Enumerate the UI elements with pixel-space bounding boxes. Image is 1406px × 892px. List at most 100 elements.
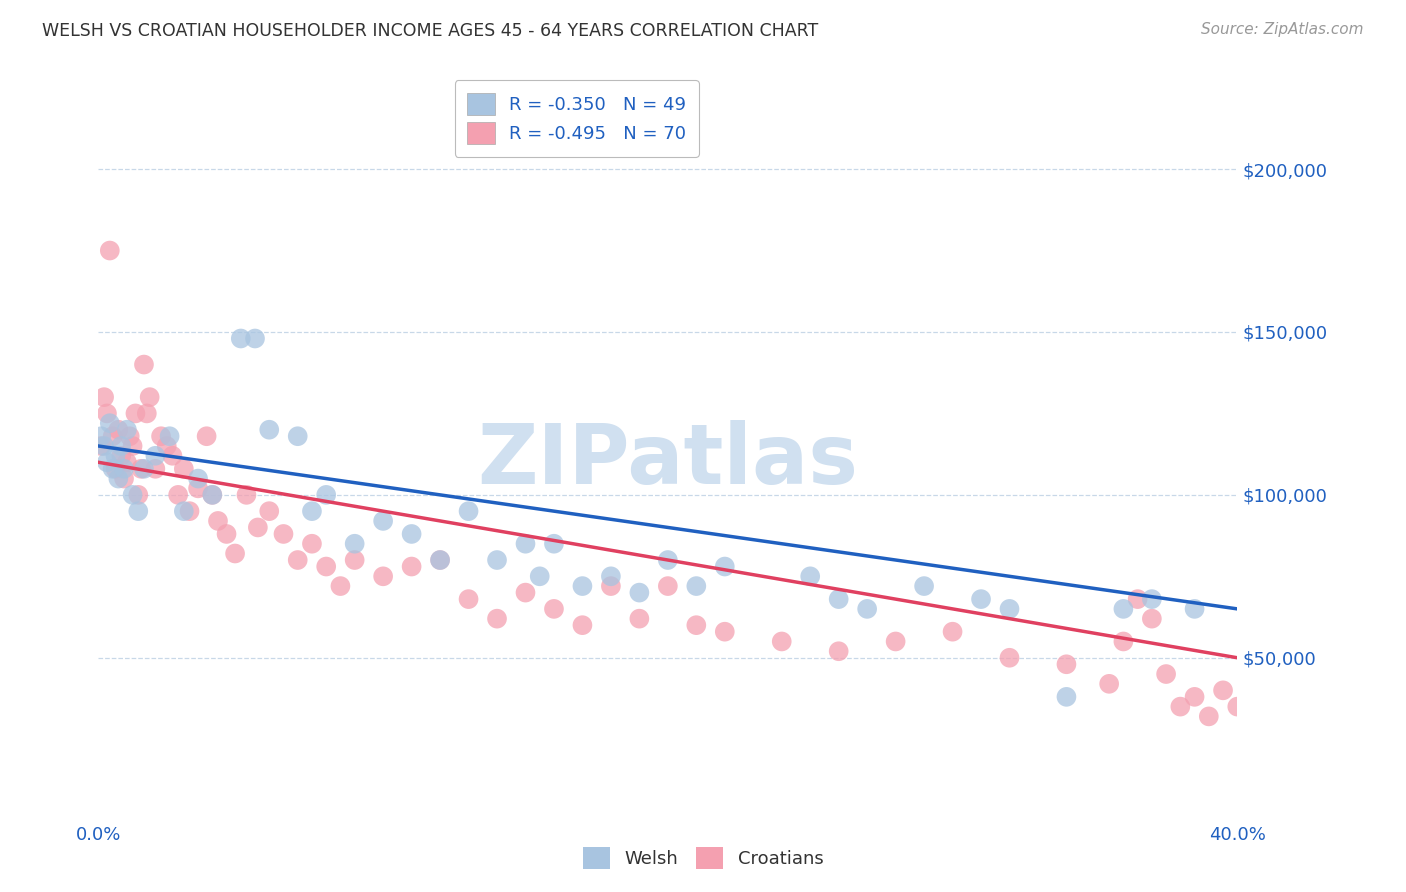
Point: [104, 462, 127, 476]
Point: [770, 634, 793, 648]
Point: [529, 569, 551, 583]
Legend: R = -0.350   N = 49, R = -0.495   N = 70: R = -0.350 N = 49, R = -0.495 N = 70: [454, 80, 699, 157]
Point: [135, 406, 157, 420]
Point: [884, 634, 907, 648]
Point: [132, 358, 155, 372]
Point: [167, 488, 190, 502]
Point: [828, 644, 851, 658]
Point: [401, 527, 423, 541]
Point: [600, 579, 623, 593]
Point: [799, 569, 821, 583]
Text: ZIPatlas: ZIPatlas: [478, 420, 858, 501]
Point: [121, 488, 143, 502]
Point: [127, 504, 149, 518]
Point: [201, 488, 224, 502]
Point: [93, 390, 115, 404]
Point: [714, 559, 737, 574]
Point: [998, 650, 1021, 665]
Point: [96, 455, 118, 469]
Point: [118, 429, 141, 443]
Point: [1184, 690, 1206, 704]
Point: [401, 559, 423, 574]
Point: [429, 553, 451, 567]
Point: [457, 504, 479, 518]
Point: [90, 439, 112, 453]
Point: [486, 612, 509, 626]
Point: [1198, 709, 1220, 723]
Point: [259, 423, 281, 437]
Point: [373, 514, 395, 528]
Point: [187, 472, 209, 486]
Point: [315, 488, 337, 502]
Point: [156, 439, 179, 453]
Point: [132, 462, 155, 476]
Point: [942, 624, 965, 639]
Point: [515, 585, 537, 599]
Point: [685, 618, 707, 632]
Point: [96, 406, 118, 420]
Point: [101, 429, 124, 443]
Point: [150, 429, 173, 443]
Point: [259, 504, 281, 518]
Point: [343, 537, 366, 551]
Text: WELSH VS CROATIAN HOUSEHOLDER INCOME AGES 45 - 64 YEARS CORRELATION CHART: WELSH VS CROATIAN HOUSEHOLDER INCOME AGE…: [42, 22, 818, 40]
Point: [246, 520, 269, 534]
Point: [600, 569, 623, 583]
Point: [856, 602, 879, 616]
Point: [179, 504, 201, 518]
Point: [98, 244, 121, 258]
Point: [224, 547, 246, 561]
Point: [912, 579, 935, 593]
Point: [1126, 592, 1149, 607]
Point: [195, 429, 218, 443]
Point: [207, 514, 229, 528]
Point: [970, 592, 993, 607]
Point: [215, 527, 238, 541]
Point: [129, 462, 152, 476]
Point: [127, 488, 149, 502]
Point: [115, 423, 138, 437]
Point: [229, 331, 252, 345]
Point: [828, 592, 851, 607]
Point: [104, 449, 127, 463]
Point: [315, 559, 337, 574]
Point: [657, 553, 679, 567]
Point: [301, 537, 323, 551]
Point: [273, 527, 295, 541]
Point: [1226, 699, 1249, 714]
Point: [98, 416, 121, 430]
Point: [1056, 657, 1078, 672]
Point: [1112, 634, 1135, 648]
Point: [429, 553, 451, 567]
Point: [515, 537, 537, 551]
Point: [138, 390, 160, 404]
Point: [107, 472, 129, 486]
Point: [124, 406, 146, 420]
Point: [243, 331, 266, 345]
Point: [1184, 602, 1206, 616]
Point: [301, 504, 323, 518]
Point: [110, 449, 132, 463]
Point: [121, 439, 143, 453]
Point: [685, 579, 707, 593]
Point: [1112, 602, 1135, 616]
Point: [162, 449, 184, 463]
Point: [235, 488, 257, 502]
Point: [201, 488, 224, 502]
Point: [112, 462, 135, 476]
Point: [1154, 667, 1177, 681]
Point: [110, 439, 132, 453]
Point: [543, 537, 565, 551]
Point: [571, 579, 593, 593]
Point: [112, 472, 135, 486]
Point: [457, 592, 479, 607]
Point: [287, 429, 309, 443]
Point: [90, 429, 112, 443]
Point: [1240, 723, 1263, 737]
Point: [159, 429, 181, 443]
Point: [145, 449, 167, 463]
Point: [173, 462, 195, 476]
Point: [115, 455, 138, 469]
Point: [343, 553, 366, 567]
Point: [571, 618, 593, 632]
